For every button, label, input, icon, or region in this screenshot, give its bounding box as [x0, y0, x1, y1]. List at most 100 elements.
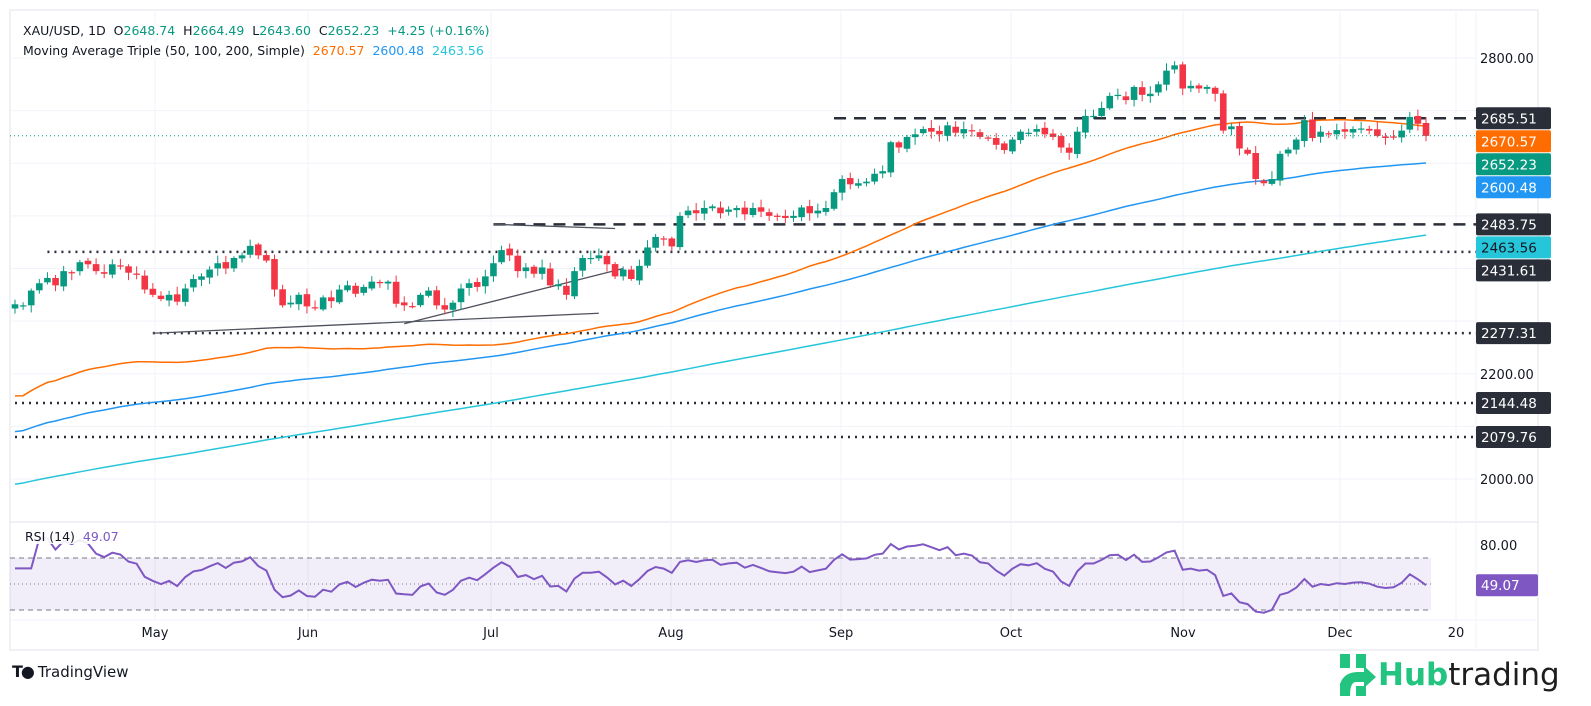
candle	[522, 263, 530, 279]
indicator-legend: Moving Average Triple (50, 100, 200, Sim…	[23, 43, 484, 58]
candle-body	[903, 136, 911, 149]
candle	[1317, 125, 1324, 143]
candle	[1382, 132, 1389, 145]
candle	[1414, 109, 1422, 131]
candle	[1236, 121, 1243, 156]
moving-averages	[14, 119, 1427, 486]
candle-body	[1422, 123, 1430, 136]
candle	[700, 200, 708, 221]
trendlines	[152, 223, 624, 334]
price-label-ma100: 2600.48	[1476, 176, 1551, 199]
candle	[960, 121, 968, 139]
candle-body	[652, 236, 659, 248]
candle-body	[1219, 93, 1227, 131]
candle-body	[611, 264, 619, 277]
candle-body	[1284, 149, 1292, 154]
candle-body	[1349, 129, 1357, 133]
candle-body	[790, 215, 797, 218]
price-label-bg	[1476, 107, 1551, 130]
price-labels: 2685.51 2670.57 2652.23 2600.48 2483.75 2463.…	[1476, 107, 1551, 597]
time-tick-label: Aug	[658, 626, 683, 641]
candle	[465, 278, 473, 296]
candle	[652, 233, 659, 252]
price-axis[interactable]: 2000.00 2200.00 2800.00 80.00	[1480, 52, 1534, 554]
candle-body	[1082, 115, 1089, 133]
candle	[984, 135, 992, 142]
candle	[822, 200, 830, 216]
candle-body	[733, 207, 741, 211]
candle	[968, 124, 976, 137]
candle	[198, 273, 205, 287]
candle	[798, 204, 805, 222]
price-label-bg	[1476, 130, 1551, 153]
candle	[279, 284, 286, 308]
candle	[263, 250, 270, 263]
candle-body	[936, 130, 943, 135]
trendline	[152, 312, 599, 334]
candle	[538, 259, 546, 280]
candle	[295, 292, 303, 311]
candle	[141, 270, 149, 294]
time-axis[interactable]: May Jun Jul Aug Sep Oct Nov Dec 20	[142, 626, 1465, 641]
candle	[1001, 141, 1008, 154]
candle	[887, 140, 895, 178]
candle	[157, 291, 165, 302]
candle	[376, 279, 384, 288]
candle	[392, 275, 400, 308]
candle	[1349, 126, 1357, 139]
candle-body	[587, 257, 595, 260]
candle	[806, 199, 814, 221]
candle	[1341, 121, 1349, 139]
time-tick-label: Dec	[1327, 626, 1352, 641]
candle	[757, 199, 765, 218]
candle	[619, 266, 627, 281]
price-label-level: 2685.51	[1476, 107, 1551, 130]
candle-body	[1292, 139, 1300, 150]
candle-body	[400, 302, 408, 306]
candle-body	[895, 142, 903, 148]
rsi-label[interactable]: RSI (14)	[25, 529, 75, 544]
price-label-level: 2277.31	[1476, 322, 1551, 345]
close-label: C	[318, 23, 328, 38]
candle-body	[125, 266, 132, 273]
candle	[319, 295, 327, 312]
candle-body	[344, 285, 351, 291]
candle-body	[595, 255, 603, 259]
candle	[636, 259, 643, 285]
candle	[425, 287, 432, 298]
candle	[1130, 85, 1138, 107]
candle	[895, 140, 903, 153]
symbol-legend: XAU/USD, 1D O2648.74 H2664.49 L2643.60 C…	[23, 23, 490, 38]
indicator-label[interactable]: Moving Average Triple (50, 100, 200, Sim…	[23, 43, 305, 58]
candle	[238, 252, 246, 263]
candle-body	[1195, 85, 1203, 89]
candle	[303, 288, 311, 314]
candle	[644, 240, 651, 268]
candle	[1252, 145, 1260, 185]
candle-body	[1390, 136, 1397, 138]
candle	[181, 283, 189, 307]
candle	[814, 203, 822, 218]
candle-body	[409, 306, 416, 308]
candle	[214, 255, 222, 276]
candle-body	[198, 276, 205, 280]
open-value: 2648.74	[123, 23, 176, 38]
candle-body	[919, 129, 927, 134]
candle	[1276, 150, 1284, 186]
tradingview-logo[interactable]: T● TradingView	[12, 662, 129, 681]
candle-body	[52, 277, 59, 286]
candle-body	[514, 255, 522, 272]
candle-body	[765, 212, 773, 216]
candle	[1057, 132, 1065, 153]
candle-body	[287, 302, 295, 305]
candle-body	[1211, 87, 1219, 94]
candle	[903, 134, 911, 153]
candle-body	[319, 297, 327, 310]
candle	[1017, 129, 1024, 144]
candle-body	[700, 207, 708, 214]
candle-body	[1090, 115, 1097, 118]
trendline	[493, 223, 616, 230]
candle-body	[814, 210, 822, 214]
symbol-label[interactable]: XAU/USD, 1D	[23, 23, 106, 38]
